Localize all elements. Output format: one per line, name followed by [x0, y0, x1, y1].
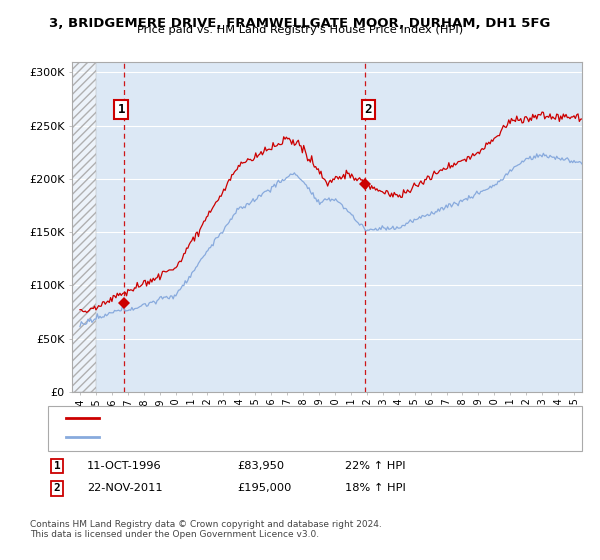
- Text: 3, BRIDGEMERE DRIVE, FRAMWELLGATE MOOR, DURHAM, DH1 5FG (detached house): 3, BRIDGEMERE DRIVE, FRAMWELLGATE MOOR, …: [105, 413, 550, 423]
- Text: 22-NOV-2011: 22-NOV-2011: [87, 483, 163, 493]
- Text: £83,950: £83,950: [237, 461, 284, 471]
- Text: £195,000: £195,000: [237, 483, 292, 493]
- Text: 2: 2: [365, 103, 372, 116]
- Text: Price paid vs. HM Land Registry's House Price Index (HPI): Price paid vs. HM Land Registry's House …: [137, 25, 463, 35]
- Text: 1: 1: [53, 461, 61, 471]
- Text: 1: 1: [118, 103, 125, 116]
- Text: 22% ↑ HPI: 22% ↑ HPI: [345, 461, 406, 471]
- Text: 11-OCT-1996: 11-OCT-1996: [87, 461, 161, 471]
- Text: HPI: Average price, detached house, County Durham: HPI: Average price, detached house, Coun…: [105, 432, 380, 442]
- Text: Contains HM Land Registry data © Crown copyright and database right 2024.
This d: Contains HM Land Registry data © Crown c…: [30, 520, 382, 539]
- Bar: [72, 62, 96, 392]
- Text: 2: 2: [53, 483, 61, 493]
- Bar: [72, 62, 96, 392]
- Text: 18% ↑ HPI: 18% ↑ HPI: [345, 483, 406, 493]
- Text: 3, BRIDGEMERE DRIVE, FRAMWELLGATE MOOR, DURHAM, DH1 5FG: 3, BRIDGEMERE DRIVE, FRAMWELLGATE MOOR, …: [49, 17, 551, 30]
